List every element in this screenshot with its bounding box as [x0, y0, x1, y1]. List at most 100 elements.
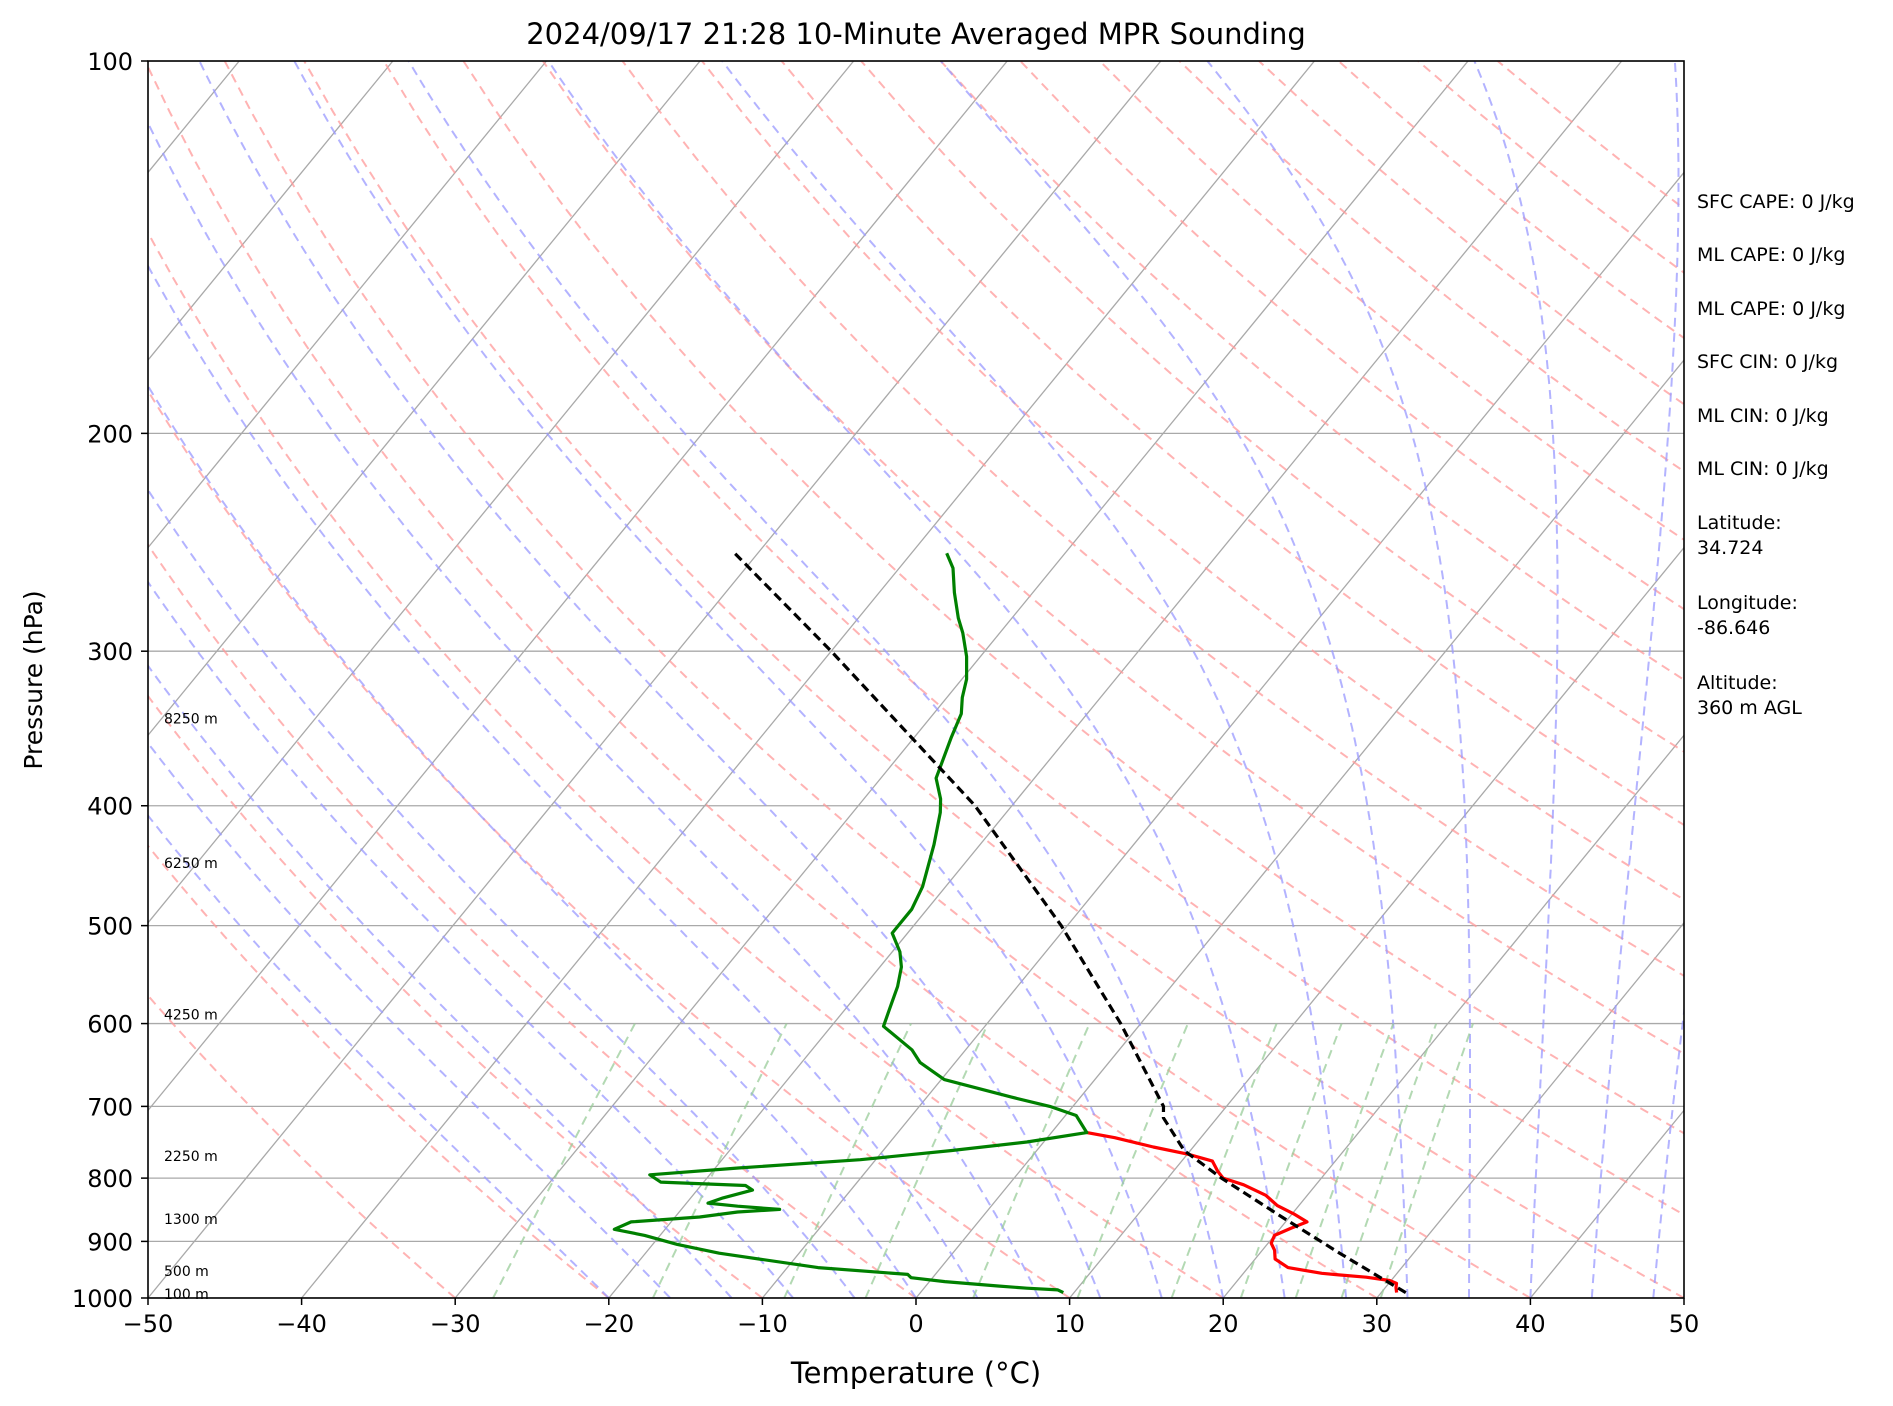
x-tick-label: −50 [123, 1310, 174, 1338]
stat-longitude: Longitude: -86.646 [1697, 592, 1798, 639]
isotherm-line [148, 61, 547, 549]
axes: −50 −40 −30 −20 −10 0 10 20 30 40 50 100 200 300 400 50… [72, 48, 1699, 1338]
mixing-ratio-line [1170, 1023, 1278, 1298]
mixing-ratio-line [1294, 1023, 1395, 1298]
reference-lines [148, 61, 1684, 1298]
height-label: 6250 m [164, 856, 218, 872]
height-label: 2250 m [164, 1149, 218, 1165]
dry-adiabat-line [148, 230, 1224, 1298]
moist-adiabat-line [148, 741, 671, 1298]
dry-adiabat-line [303, 61, 1684, 1298]
isotherm-line [148, 61, 701, 737]
isotherm-line [1222, 734, 1684, 1298]
y-tick-label: 500 [87, 913, 133, 941]
isotherm-line [454, 61, 1469, 1298]
y-tick-label: 400 [87, 793, 133, 821]
x-tick-label: 40 [1515, 1310, 1546, 1338]
mixing-ratio-line [1239, 1023, 1343, 1298]
stat-sfc-cape: SFC CAPE: 0 J/kg [1697, 191, 1855, 213]
x-tick-label: 0 [908, 1310, 923, 1338]
dry-adiabat-line [148, 994, 456, 1298]
dry-adiabat-line [148, 543, 917, 1298]
x-tick-label: −40 [276, 1310, 327, 1338]
dry-adiabat-line [223, 61, 1531, 1298]
isotherm-line [915, 359, 1684, 1298]
isotherm-line [1069, 546, 1684, 1298]
isotherm-line [608, 61, 1623, 1298]
stat-ml-cin-2: ML CIN: 0 J/kg [1697, 458, 1829, 480]
x-tick-label: 20 [1208, 1310, 1239, 1338]
dewpoint-line [612, 552, 1089, 1295]
y-tick-label: 100 [87, 48, 133, 76]
height-label: 100 m [164, 1287, 209, 1303]
height-label: 8250 m [164, 711, 218, 727]
moist-adiabat-line [148, 263, 979, 1298]
y-axis-label: Pressure (hPa) [19, 590, 48, 769]
dry-adiabat-line [701, 61, 1684, 901]
moist-adiabat-line [1590, 61, 1680, 1298]
mixing-ratio-line [492, 1023, 636, 1298]
moist-adiabat-line [1206, 61, 1471, 1298]
mixing-ratio-line [864, 1023, 989, 1298]
dry-adiabat-line [148, 844, 610, 1298]
moist-adiabat-line [293, 61, 1163, 1298]
stat-altitude: Altitude: 360 m AGL [1697, 672, 1802, 719]
parcel-line [733, 552, 1407, 1294]
temperature-line [1086, 1131, 1399, 1293]
y-tick-label: 600 [87, 1011, 133, 1039]
stat-ml-cape-2: ML CAPE: 0 J/kg [1697, 298, 1846, 320]
moist-adiabat-line [407, 61, 1225, 1298]
x-tick-label: −20 [583, 1310, 634, 1338]
moist-adiabat-line [721, 61, 1348, 1298]
height-label: 500 m [164, 1264, 209, 1280]
chart-title: 2024/09/17 21:28 10-Minute Averaged MPR … [526, 17, 1306, 51]
x-tick-label: −30 [430, 1310, 481, 1338]
dry-adiabat-line [542, 61, 1684, 1055]
moist-adiabat-line [148, 664, 733, 1298]
dry-adiabat-line [148, 694, 764, 1298]
x-tick-label: 30 [1362, 1310, 1393, 1338]
y-tick-label: 800 [87, 1165, 133, 1193]
isotherm-line [761, 171, 1684, 1298]
y-tick-label: 200 [87, 420, 133, 448]
stat-sfc-cin: SFC CIN: 0 J/kg [1697, 351, 1839, 373]
stat-ml-cape: ML CAPE: 0 J/kg [1697, 244, 1846, 266]
dry-adiabat-line [462, 61, 1684, 1135]
moist-adiabat-line [939, 61, 1409, 1298]
moist-adiabat-line [148, 120, 1040, 1298]
stat-latitude: Latitude: 34.724 [1697, 512, 1782, 559]
height-label: 4250 m [164, 1008, 218, 1024]
mixing-ratio-line [651, 1023, 788, 1298]
moist-adiabat-line [198, 61, 1102, 1298]
plot-area [148, 61, 1684, 1298]
isotherm-line [148, 61, 394, 362]
isotherm-line [301, 61, 1315, 1298]
dry-adiabat-line [382, 61, 1684, 1216]
y-tick-label: 700 [87, 1093, 133, 1121]
isotherm-line [148, 61, 1162, 1298]
moist-adiabat-line [148, 384, 917, 1298]
mixing-ratio-line [972, 1023, 1091, 1298]
x-axis-label: Temperature (°C) [790, 1356, 1041, 1390]
y-tick-label: 900 [87, 1228, 133, 1256]
moist-adiabat-line [148, 813, 610, 1298]
moist-adiabat-line [1473, 61, 1559, 1298]
y-tick-label: 300 [87, 638, 133, 666]
isotherm-line [148, 61, 1008, 1112]
moist-adiabat-line [148, 488, 856, 1298]
x-tick-label: 50 [1669, 1310, 1700, 1338]
mixing-ratio-line [1379, 1023, 1474, 1298]
stat-ml-cin: ML CIN: 0 J/kg [1697, 405, 1829, 427]
dry-adiabat-line [780, 61, 1684, 827]
data-lines [612, 552, 1407, 1295]
height-labels: 8250 m 6250 m 4250 m 2250 m 1300 m 500 m 100 m [164, 711, 218, 1303]
height-label: 1300 m [164, 1212, 218, 1228]
isotherm-line [148, 61, 855, 924]
x-tick-label: −10 [737, 1310, 788, 1338]
isotherm-line [1376, 921, 1684, 1298]
mixing-ratio-line [1340, 1023, 1438, 1298]
moist-adiabat-line [547, 61, 1286, 1298]
y-tick-label: 1000 [72, 1285, 133, 1313]
dry-adiabat-line [148, 388, 1071, 1298]
